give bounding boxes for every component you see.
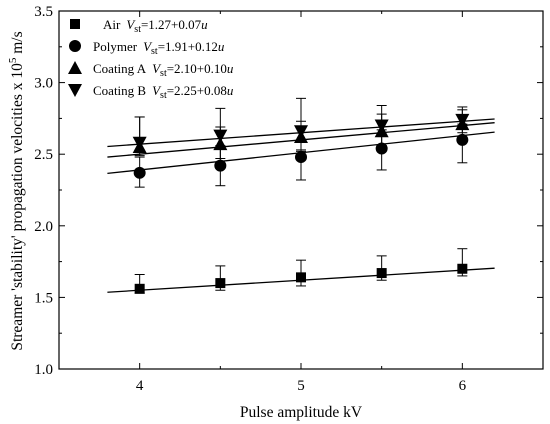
data-point-air — [215, 278, 226, 289]
legend: Air Vst=1.27+0.07u Polymer Vst=1.91+0.12u Co… — [68, 17, 234, 101]
y-tick-label: 3.5 — [34, 4, 53, 20]
y-tick-label: 3.0 — [34, 76, 53, 92]
legend-marker-polymer — [69, 40, 81, 52]
data-point-polymer — [214, 159, 227, 172]
x-axis-title: Pulse amplitude kV — [240, 404, 363, 421]
data-point-polymer — [456, 133, 469, 146]
y-tick-label: 1.5 — [34, 290, 53, 306]
data-point-coating-b — [132, 136, 147, 150]
y-tick-label: 2.0 — [34, 219, 53, 235]
legend-marker-air — [70, 19, 80, 29]
data-point-polymer — [375, 142, 388, 155]
x-tick-label: 5 — [297, 378, 305, 394]
legend-label-air: Air — [103, 17, 121, 32]
legend-label-coating-a: Coating A — [93, 61, 147, 76]
legend-label-polymer: Polymer — [93, 39, 138, 54]
data-point-polymer — [133, 166, 146, 179]
legend-formula-coating-a: Vst=2.10+0.10u — [152, 61, 234, 79]
y-tick-label: 2.5 — [34, 147, 53, 163]
axes: 4 5 6 1.0 1.5 2.0 2.5 3.0 3.5 — [34, 4, 544, 394]
data-point-coating-b — [374, 119, 389, 133]
data-point-coating-b — [455, 113, 470, 127]
y-tick-label: 1.0 — [34, 362, 53, 378]
data-point-coating-b — [294, 125, 308, 139]
legend-formula-polymer: Vst=1.91+0.12u — [143, 39, 225, 57]
legend-formula-coating-b: Vst=2.25+0.08u — [152, 83, 234, 101]
data-point-air — [376, 268, 387, 279]
data-point-coating-b — [213, 129, 228, 143]
legend-label-coating-b: Coating B — [93, 83, 146, 98]
data-point-coating-a — [213, 137, 228, 151]
data-point-air — [457, 263, 468, 274]
data-point-air — [134, 283, 145, 294]
data-point-air — [296, 272, 306, 283]
legend-formula-air: Vst=1.27+0.07u — [126, 17, 208, 35]
y-axis-title: Streamer 'stability' propagation velocit… — [7, 31, 26, 350]
legend-marker-coating-b — [68, 84, 82, 97]
data-point-polymer — [295, 151, 307, 164]
x-tick-label: 6 — [459, 378, 467, 394]
legend-marker-coating-a — [68, 61, 82, 74]
x-tick-label: 4 — [136, 378, 144, 394]
markers — [132, 113, 470, 294]
